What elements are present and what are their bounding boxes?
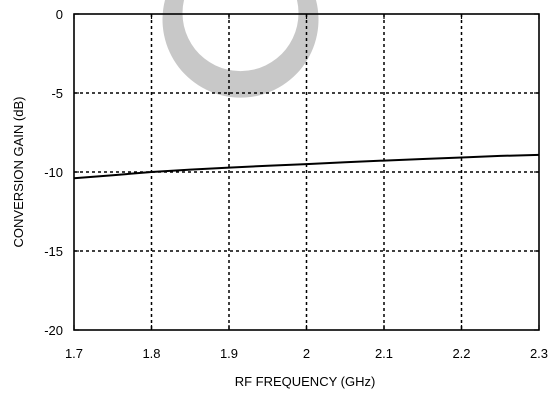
y-tick-label: -15 bbox=[44, 244, 63, 259]
y-tick-labels: 0 -5 -10 -15 -20 bbox=[44, 7, 63, 338]
x-axis-label: RF FREQUENCY (GHz) bbox=[235, 374, 376, 389]
x-tick-label: 2.3 bbox=[530, 346, 548, 361]
y-tick-label: -20 bbox=[44, 323, 63, 338]
x-tick-label: 1.7 bbox=[65, 346, 83, 361]
x-tick-label: 1.8 bbox=[142, 346, 160, 361]
series-layer bbox=[73, 153, 540, 180]
y-axis-label: CONVERSION GAIN (dB) bbox=[11, 97, 26, 248]
series-line bbox=[73, 153, 540, 180]
y-tick-label: 0 bbox=[56, 7, 63, 22]
x-tick-label: 2 bbox=[303, 346, 310, 361]
watermark-ring bbox=[162, 0, 319, 98]
x-tick-label: 2.2 bbox=[452, 346, 470, 361]
x-tick-label: 2.1 bbox=[375, 346, 393, 361]
x-tick-labels: 1.7 1.8 1.9 2 2.1 2.2 2.3 bbox=[65, 346, 548, 361]
y-tick-label: -10 bbox=[44, 165, 63, 180]
axis-ticks bbox=[73, 13, 540, 331]
y-tick-label: -5 bbox=[51, 86, 63, 101]
x-tick-label: 1.9 bbox=[220, 346, 238, 361]
